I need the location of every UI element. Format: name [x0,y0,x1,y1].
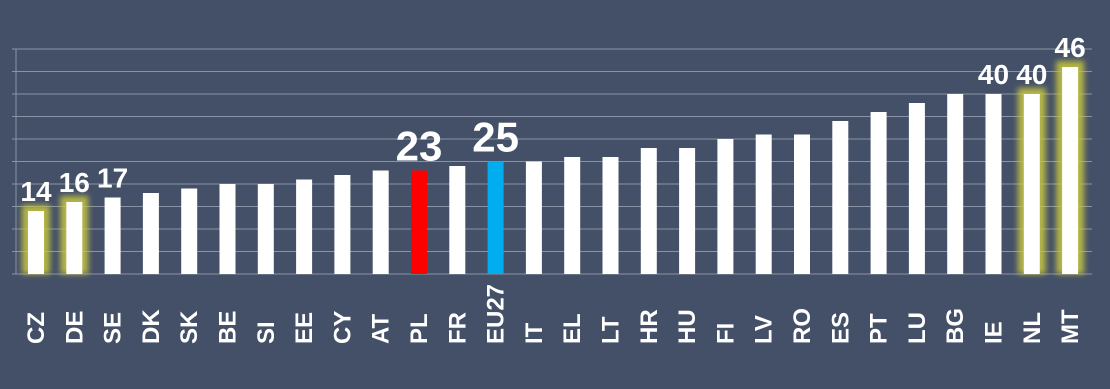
x-tick-label: BG [942,308,969,344]
bar-hr [640,148,657,274]
bar-bg [947,94,964,274]
x-tick-label: FI [712,323,739,344]
x-tick-label: IT [521,322,548,344]
x-tick-label: SK [176,310,203,344]
data-label-ie: 40 [978,59,1009,90]
x-tick-label: EU27 [483,284,510,344]
x-tick-label: SE [100,312,127,344]
bar-nl [1023,94,1040,274]
x-tick-label: LT [598,316,625,344]
x-tick-label: ES [827,312,854,344]
bar-lv [755,134,772,274]
bar-ie [985,94,1002,274]
x-tick-label: DK [138,309,165,344]
x-tick-label: PL [406,313,433,344]
x-tick-labels: CZ DE SE DK SK BE SI EE CY AT PL FR EU27 IT EL LT HR HU FI… [23,284,1084,344]
x-tick-label: NL [1019,312,1046,344]
bar-cy [334,175,351,274]
x-tick-label: CZ [23,312,50,344]
data-label-eu27: 25 [472,114,519,161]
bar-fr [449,166,466,274]
bar-de [66,202,83,274]
x-tick-label: CY [329,311,356,344]
bar-pt [870,112,887,274]
x-tick-label: IE [981,321,1008,344]
x-tick-label: LU [904,312,931,344]
x-tick-label: RO [789,308,816,344]
bar-sk [181,188,198,274]
x-tick-label: PT [866,313,893,344]
x-tick-label: EE [291,312,318,344]
bar-el [564,157,581,274]
x-tick-label: SI [253,321,280,344]
bar-es [832,121,849,274]
data-label-pl: 23 [396,123,443,170]
bar-mt [1062,67,1079,274]
data-label-nl: 40 [1016,59,1047,90]
x-tick-label: MT [1057,309,1084,344]
bar-hu [679,148,696,274]
bar-it [525,161,542,274]
x-tick-label: HU [674,309,701,344]
gridlines [12,48,1092,275]
data-label-se: 17 [97,163,128,194]
x-tick-label: BE [215,311,242,344]
data-labels: 14 16 17 23 25 40 40 46 [20,32,1085,207]
bar-cz [28,211,44,274]
bar-be [219,184,236,274]
bar-lt [602,157,619,274]
data-label-mt: 46 [1055,32,1086,63]
data-label-cz: 14 [20,176,52,207]
bar-se [104,197,121,274]
x-tick-label: FR [444,312,471,344]
x-tick-label: DE [61,311,88,344]
bar-eu27 [487,161,504,274]
bar-pl [411,170,427,274]
bar-dk [142,193,159,274]
bars [28,67,1079,274]
bar-fi [717,139,734,274]
data-label-de: 16 [59,167,90,198]
bar-si [257,184,274,274]
bar-ro [794,134,810,274]
bar-ee [296,179,313,274]
bar-lu [908,103,925,274]
x-tick-label: EL [559,313,586,344]
bar-at [372,170,389,274]
x-tick-label: HR [636,309,663,344]
x-tick-label: LV [751,315,778,344]
x-tick-label: AT [368,313,395,344]
